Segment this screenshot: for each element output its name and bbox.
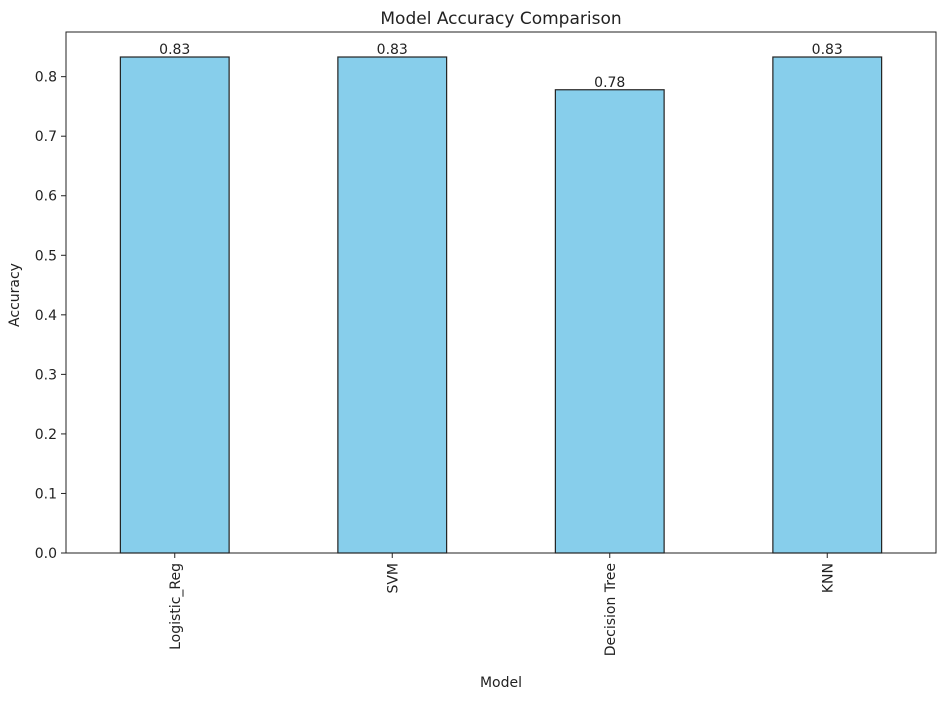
y-tick-label: 0.1 bbox=[35, 486, 57, 502]
plot-area bbox=[65, 31, 937, 554]
x-axis-label: Model bbox=[480, 675, 522, 691]
y-tick-label: 0.6 bbox=[35, 189, 57, 205]
x-axis: Logistic_Reg SVM Decision Tree KNN bbox=[168, 553, 836, 656]
data-label: 0.78 bbox=[594, 75, 625, 91]
bar-logistic-reg bbox=[119, 56, 230, 554]
y-axis-label: Accuracy bbox=[7, 263, 23, 327]
bars-layer bbox=[119, 56, 883, 554]
bar-decision-tree bbox=[554, 89, 665, 554]
chart-title: Model Accuracy Comparison bbox=[380, 9, 621, 29]
y-tick-label: 0.2 bbox=[35, 427, 57, 443]
y-tick-label: 0.8 bbox=[35, 70, 57, 86]
bar-knn bbox=[772, 56, 883, 554]
data-labels-layer: 0.83 0.83 0.78 0.83 bbox=[159, 42, 843, 91]
bar-svm bbox=[337, 56, 448, 554]
y-tick-label: 0.7 bbox=[35, 129, 57, 145]
data-label: 0.83 bbox=[812, 42, 843, 58]
y-tick-label: 0.5 bbox=[35, 248, 57, 264]
y-tick-label: 0.4 bbox=[35, 308, 57, 324]
x-tick-label: Logistic_Reg bbox=[168, 563, 184, 650]
x-tick-label: KNN bbox=[820, 563, 836, 593]
data-label: 0.83 bbox=[159, 42, 190, 58]
y-tick-label: 0.3 bbox=[35, 367, 57, 383]
y-axis: 0.0 0.1 0.2 0.3 0.4 0.5 0.6 0.7 0.8 bbox=[35, 70, 66, 562]
y-tick-label: 0.0 bbox=[35, 546, 57, 562]
data-label: 0.83 bbox=[377, 42, 408, 58]
x-tick-label: Decision Tree bbox=[603, 563, 619, 656]
x-tick-label: SVM bbox=[385, 563, 401, 594]
